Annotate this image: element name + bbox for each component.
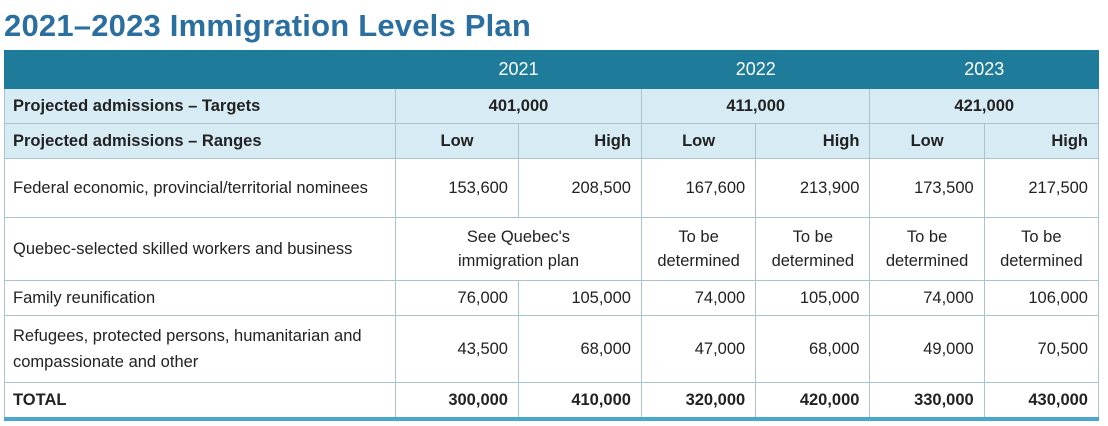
table-cell: To be determined (869, 217, 985, 281)
row-label: Quebec-selected skilled workers and busi… (4, 217, 396, 281)
total-row: TOTAL 300,000 410,000 320,000 420,000 330,… (4, 382, 1100, 421)
table-cell: See Quebec's immigration plan (395, 217, 642, 281)
table-cell: To be determined (640, 217, 757, 281)
data-row: Quebec-selected skilled workers and busi… (4, 217, 1100, 281)
range-header: Low (395, 123, 519, 159)
table-cell: 106,000 (983, 280, 1100, 316)
table-cell: 430,000 (983, 382, 1100, 421)
data-row: Federal economic, provincial/territorial… (4, 158, 1100, 218)
table-cell: 70,500 (983, 315, 1100, 383)
table-cell: To be determined (983, 217, 1100, 281)
row-label: Federal economic, provincial/territorial… (4, 158, 396, 218)
year-header: 2023 (869, 50, 1099, 89)
table-cell: 320,000 (640, 382, 757, 421)
range-header: High (983, 123, 1100, 159)
table-cell (4, 50, 396, 89)
year-header: 2021 (395, 50, 642, 89)
table-cell: 68,000 (517, 315, 642, 383)
target-value: 411,000 (640, 88, 871, 124)
table-cell: To be determined (755, 217, 871, 281)
range-header: Low (869, 123, 985, 159)
table-cell: 173,500 (869, 158, 985, 218)
row-label: Family reunification (4, 280, 396, 316)
targets-row: Projected admissions – Targets 401,000 4… (4, 88, 1099, 124)
table-cell: 217,500 (983, 158, 1100, 218)
ranges-row: Projected admissions – Ranges Low High L… (4, 123, 1100, 159)
range-header: Low (640, 123, 757, 159)
header-row: 2021 2022 2023 (4, 50, 1099, 89)
data-row: Family reunification 76,000 105,000 74,00… (4, 280, 1100, 316)
table-cell: 213,900 (755, 158, 871, 218)
table-cell: 153,600 (395, 158, 519, 218)
range-header: High (755, 123, 871, 159)
table-cell: 330,000 (869, 382, 985, 421)
table-cell: 68,000 (755, 315, 871, 383)
table-cell: 43,500 (395, 315, 519, 383)
table-cell: 105,000 (517, 280, 642, 316)
table-cell: 47,000 (640, 315, 757, 383)
table-cell: 105,000 (755, 280, 871, 316)
levels-table: 2021 2022 2023 Projected admissions – Ta… (4, 50, 1100, 421)
year-header: 2022 (640, 50, 871, 89)
row-label: TOTAL (4, 382, 396, 421)
table-cell: 208,500 (517, 158, 642, 218)
range-header: High (517, 123, 642, 159)
row-label: Refugees, protected persons, humanitaria… (4, 315, 396, 383)
target-value: 401,000 (395, 88, 642, 124)
table-cell: 300,000 (395, 382, 519, 421)
table-cell: 420,000 (755, 382, 871, 421)
row-label: Projected admissions – Targets (4, 88, 396, 124)
table-cell: 74,000 (640, 280, 757, 316)
table-cell: 410,000 (517, 382, 642, 421)
table-cell: 49,000 (869, 315, 985, 383)
title: 2021–2023 Immigration Levels Plan (4, 8, 531, 43)
data-row: Refugees, protected persons, humanitaria… (4, 315, 1100, 383)
target-value: 421,000 (869, 88, 1099, 124)
row-label: Projected admissions – Ranges (4, 123, 396, 159)
table-cell: 76,000 (395, 280, 519, 316)
table-cell: 167,600 (640, 158, 757, 218)
table-cell: 74,000 (869, 280, 985, 316)
